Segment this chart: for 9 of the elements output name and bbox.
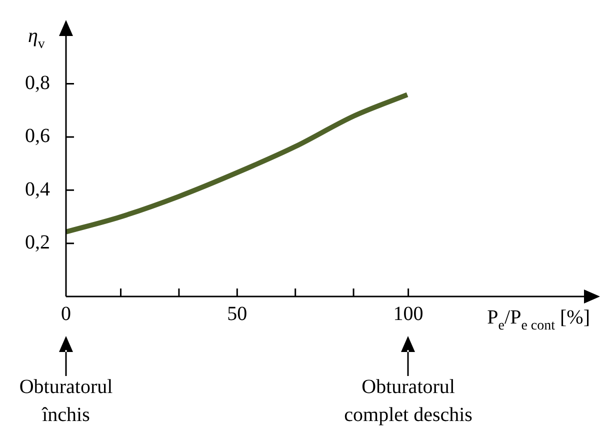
text: Obturatorul complet deschis bbox=[344, 376, 473, 426]
text: Obturatorul închis bbox=[19, 376, 114, 426]
x-tick-label: 0 bbox=[61, 302, 71, 325]
y-tick-label: 0,2 bbox=[25, 232, 50, 254]
y-tick-label: 0,8 bbox=[25, 72, 50, 94]
y-tick-label: 0,6 bbox=[25, 125, 50, 148]
x-tick-label: 100 bbox=[393, 302, 424, 325]
x-tick-label: 50 bbox=[227, 302, 248, 325]
y-tick-label: 0,4 bbox=[25, 178, 50, 200]
